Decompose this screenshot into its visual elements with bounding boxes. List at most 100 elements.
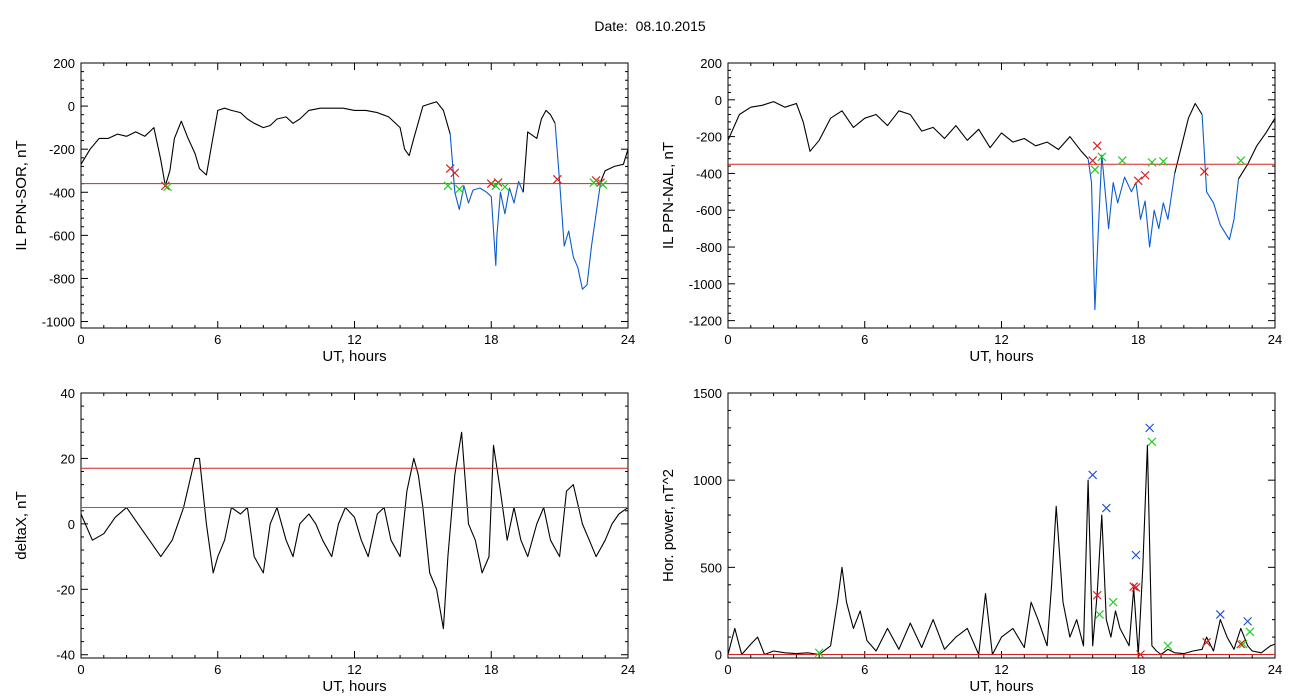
marker-green xyxy=(589,178,599,187)
x-tick-label: 12 xyxy=(347,662,361,677)
y-tick-label: 0 xyxy=(715,648,722,663)
chart-panel-4: 0 6 12 18 24 1500 1000 500 0 UT, hours Hor. power,… xyxy=(660,386,1282,695)
marker-red xyxy=(1133,176,1143,186)
y-tick-label: 200 xyxy=(700,56,722,71)
marker-blue xyxy=(1131,550,1141,560)
marker-red xyxy=(1136,650,1145,658)
marker-blue xyxy=(1145,423,1155,433)
marker-green xyxy=(1163,641,1173,651)
x-tick-label: 24 xyxy=(621,332,635,347)
x-tick-label: 18 xyxy=(484,332,498,347)
y-axis-label: Hor. power, nT^2 xyxy=(660,469,677,582)
marker-red xyxy=(1129,582,1139,591)
x-tick-label: 18 xyxy=(484,662,498,677)
y-tick-label: -800 xyxy=(696,240,722,255)
x-tick-label: 12 xyxy=(994,662,1008,677)
series-line-black-3 xyxy=(1174,102,1203,174)
series-line-black-1 xyxy=(81,101,451,187)
marker-red xyxy=(450,168,460,178)
x-tick-label: 0 xyxy=(724,662,731,677)
series-line-blue-4 xyxy=(554,123,602,290)
x-tick-label: 0 xyxy=(724,332,731,347)
marker-green xyxy=(454,184,464,194)
series-line-black-5 xyxy=(1238,117,1275,180)
plot-area xyxy=(81,101,628,290)
marker-green xyxy=(500,182,510,192)
marker-green xyxy=(443,181,453,191)
x-axis-label: UT, hours xyxy=(322,678,386,695)
x-tick-label: 0 xyxy=(77,662,84,677)
chart-panel-2: 0 6 12 18 24 200 0 -200 -400 -600 -800 -1000 -1200 UT… xyxy=(660,56,1282,365)
marker-blue xyxy=(1088,470,1098,480)
y-tick-label: 0 xyxy=(715,93,722,108)
date-value: 08.10.2015 xyxy=(635,18,706,34)
plot-frame xyxy=(80,392,629,659)
marker-green xyxy=(491,181,501,191)
series-line-blue-4 xyxy=(1201,114,1240,241)
y-tick-label: 200 xyxy=(53,56,75,71)
y-tick-label: 0 xyxy=(68,517,75,532)
marker-green xyxy=(1117,156,1127,165)
marker-red xyxy=(160,181,170,191)
marker-green xyxy=(1238,639,1248,649)
marker-red xyxy=(552,174,562,184)
y-tick-label: 1500 xyxy=(693,386,722,401)
marker-blue xyxy=(1215,609,1225,619)
marker-green xyxy=(1236,156,1246,165)
plot-area xyxy=(728,101,1275,311)
y-tick-label: -600 xyxy=(49,228,75,243)
marker-red xyxy=(1140,170,1150,180)
series-line-black-1 xyxy=(728,444,1275,656)
series-line-blue-2 xyxy=(449,134,524,267)
marker-blue xyxy=(1243,616,1253,626)
x-axis-label: UT, hours xyxy=(969,678,1033,695)
marker-green xyxy=(814,648,824,658)
y-tick-label: -1000 xyxy=(42,315,75,330)
date-title: Date: 08.10.2015 xyxy=(0,18,1300,34)
y-tick-label: -40 xyxy=(56,648,75,663)
marker-red xyxy=(1236,639,1246,649)
y-tick-label: -20 xyxy=(56,582,75,597)
y-tick-label: 40 xyxy=(61,386,75,401)
chart-panel-1: 0 6 12 18 24 200 0 -200 -400 -600 -800 -1000 UT, hou… xyxy=(13,56,635,365)
y-tick-label: -400 xyxy=(49,185,75,200)
marker-red xyxy=(1131,582,1141,592)
series-line-black-1 xyxy=(81,431,628,630)
marker-green xyxy=(1245,627,1255,637)
x-tick-label: 18 xyxy=(1131,662,1145,677)
y-tick-label: -200 xyxy=(49,142,75,157)
plot-area xyxy=(81,431,628,630)
marker-red xyxy=(1088,156,1098,165)
marker-green xyxy=(1095,609,1104,619)
marker-red xyxy=(1092,141,1102,151)
y-tick-label: -600 xyxy=(696,203,722,218)
plot-frame xyxy=(727,392,1276,659)
marker-green xyxy=(1158,157,1168,166)
x-axis-label: UT, hours xyxy=(322,348,386,365)
x-axis-label: UT, hours xyxy=(969,348,1033,365)
x-tick-label: 24 xyxy=(1268,662,1282,677)
x-tick-label: 6 xyxy=(861,662,868,677)
series-line-blue-2 xyxy=(1087,154,1176,311)
series-line-black-1 xyxy=(728,101,1089,160)
x-tick-label: 12 xyxy=(347,332,361,347)
series-line-black-5 xyxy=(600,149,628,182)
chart-panel-3: 0 6 12 18 24 40 20 0 -20 -40 UT, hours deltaX, nT xyxy=(13,386,635,695)
x-tick-label: 12 xyxy=(994,332,1008,347)
marker-green xyxy=(598,180,608,190)
date-label: Date: xyxy=(594,18,628,34)
x-tick-label: 24 xyxy=(621,662,635,677)
marker-green xyxy=(1090,165,1100,175)
x-tick-label: 0 xyxy=(77,332,84,347)
marker-green xyxy=(1097,152,1107,162)
marker-red xyxy=(1199,167,1209,177)
y-tick-label: -200 xyxy=(696,130,722,145)
marker-blue xyxy=(1101,503,1111,513)
x-tick-label: 18 xyxy=(1131,332,1145,347)
plot-frame xyxy=(80,62,629,329)
series-line-black-3 xyxy=(522,109,556,193)
y-axis-label: deltaX, nT xyxy=(13,491,30,559)
marker-green xyxy=(1108,597,1118,607)
x-tick-label: 6 xyxy=(214,332,221,347)
